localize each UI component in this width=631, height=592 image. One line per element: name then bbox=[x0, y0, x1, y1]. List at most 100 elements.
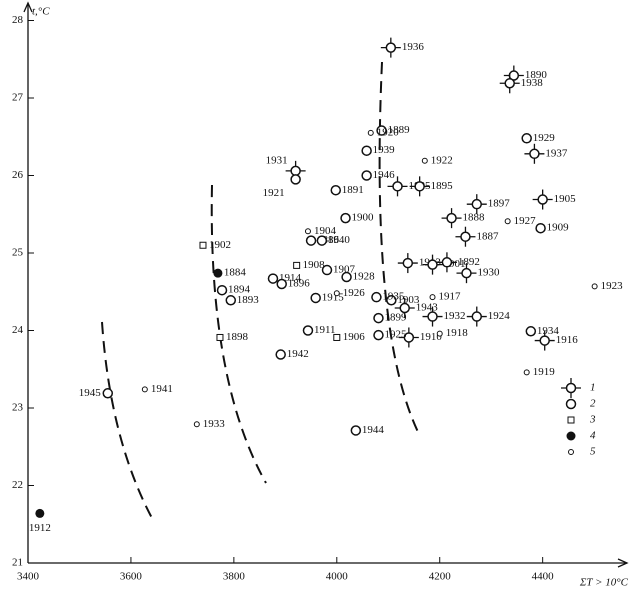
point-label: 1896 bbox=[288, 278, 311, 290]
point-label: 1920 bbox=[377, 126, 400, 138]
point-label: 1918 bbox=[446, 327, 469, 339]
point bbox=[213, 268, 223, 278]
point bbox=[361, 170, 372, 181]
legend-label: 2 bbox=[590, 398, 596, 410]
point-label: 1917 bbox=[439, 291, 462, 303]
point bbox=[304, 228, 311, 235]
point bbox=[534, 330, 555, 351]
point-label: 1898 bbox=[226, 331, 249, 343]
point bbox=[35, 508, 45, 518]
point bbox=[521, 133, 532, 144]
point-label: 1942 bbox=[287, 348, 309, 360]
point bbox=[373, 312, 384, 324]
point-label: 1906 bbox=[343, 331, 366, 343]
point-label: 1897 bbox=[488, 198, 511, 210]
point bbox=[310, 292, 321, 304]
point-label: 1889 bbox=[388, 124, 411, 136]
point bbox=[441, 208, 462, 229]
point bbox=[532, 189, 553, 210]
point bbox=[216, 284, 228, 296]
point-label: 1925 bbox=[384, 329, 407, 341]
point bbox=[321, 264, 333, 276]
y-tick-label: 22 bbox=[12, 479, 23, 491]
point-label: 1888 bbox=[463, 212, 486, 224]
point-label: 1926 bbox=[343, 287, 366, 299]
point-label: 1915 bbox=[322, 291, 345, 303]
point-label: 1899 bbox=[384, 312, 407, 324]
point bbox=[275, 349, 286, 360]
point-label: 1892 bbox=[458, 256, 480, 268]
point bbox=[305, 235, 317, 246]
point bbox=[429, 294, 436, 301]
point-label: 1934 bbox=[537, 325, 560, 337]
point bbox=[333, 333, 341, 341]
point-label: 1932 bbox=[444, 310, 466, 322]
point-label: 1941 bbox=[151, 383, 173, 395]
point-label: 1887 bbox=[476, 230, 499, 242]
point bbox=[436, 330, 443, 337]
point-label: 1924 bbox=[488, 310, 511, 322]
point-label: 1908 bbox=[303, 259, 326, 271]
point bbox=[422, 306, 443, 327]
point bbox=[525, 326, 537, 337]
point bbox=[422, 254, 443, 275]
point-label: 1929 bbox=[533, 132, 556, 144]
point bbox=[409, 176, 430, 197]
point-label: 1923 bbox=[601, 280, 624, 292]
x-tick-label: 3600 bbox=[120, 571, 143, 583]
point-label: 1945 bbox=[79, 387, 102, 399]
point-label: 1893 bbox=[237, 294, 260, 306]
legend-label: 5 bbox=[590, 446, 596, 458]
legend-marker bbox=[566, 431, 576, 441]
point-label: 1912 bbox=[29, 522, 51, 534]
point bbox=[504, 218, 511, 225]
point-label: 1938 bbox=[521, 77, 544, 89]
axis-arrow bbox=[23, 1, 33, 13]
x-axis-label: ΣT > 10°C bbox=[579, 577, 629, 589]
x-tick-label: 3400 bbox=[17, 571, 40, 583]
point-label: 1919 bbox=[533, 366, 556, 378]
y-tick-label: 25 bbox=[12, 247, 24, 259]
point bbox=[386, 295, 397, 306]
point-label: 1909 bbox=[547, 222, 570, 234]
point-label: 1911 bbox=[314, 324, 336, 336]
x-tick-label: 4400 bbox=[532, 571, 555, 583]
point-label: 1907 bbox=[333, 264, 356, 276]
y-tick-label: 26 bbox=[12, 169, 24, 181]
point-label: 1946 bbox=[373, 169, 396, 181]
point bbox=[376, 125, 387, 136]
point-label: 1900 bbox=[352, 212, 375, 224]
y-tick-label: 23 bbox=[12, 402, 24, 414]
point bbox=[455, 226, 476, 247]
point-label: 1921 bbox=[263, 187, 285, 199]
x-tick-label: 4200 bbox=[429, 571, 452, 583]
legend-label: 1 bbox=[590, 382, 596, 394]
point-label: 1936 bbox=[402, 41, 425, 53]
point-label: 1903 bbox=[397, 294, 420, 306]
point bbox=[199, 241, 207, 249]
boundary-curve bbox=[210, 184, 267, 484]
legend-label: 3 bbox=[589, 414, 596, 426]
y-tick-label: 27 bbox=[12, 92, 24, 104]
point bbox=[535, 222, 546, 234]
boundary-curve bbox=[378, 61, 419, 433]
point-label: 1904 bbox=[314, 225, 337, 237]
point bbox=[316, 235, 328, 246]
point-label: 1902 bbox=[209, 239, 231, 251]
y-tick-label: 21 bbox=[12, 557, 23, 569]
point-label: 1933 bbox=[203, 418, 226, 430]
point-label: 1884 bbox=[224, 267, 247, 279]
point bbox=[341, 271, 352, 283]
x-tick-label: 4000 bbox=[326, 571, 349, 583]
point bbox=[290, 174, 301, 185]
point bbox=[398, 327, 419, 348]
point-label: 1894 bbox=[228, 284, 251, 296]
point bbox=[466, 194, 487, 215]
point bbox=[225, 295, 237, 306]
point bbox=[436, 252, 457, 273]
y-tick-label: 28 bbox=[12, 14, 24, 26]
legend-label: 4 bbox=[590, 430, 596, 442]
point bbox=[394, 298, 415, 319]
point bbox=[102, 388, 114, 399]
